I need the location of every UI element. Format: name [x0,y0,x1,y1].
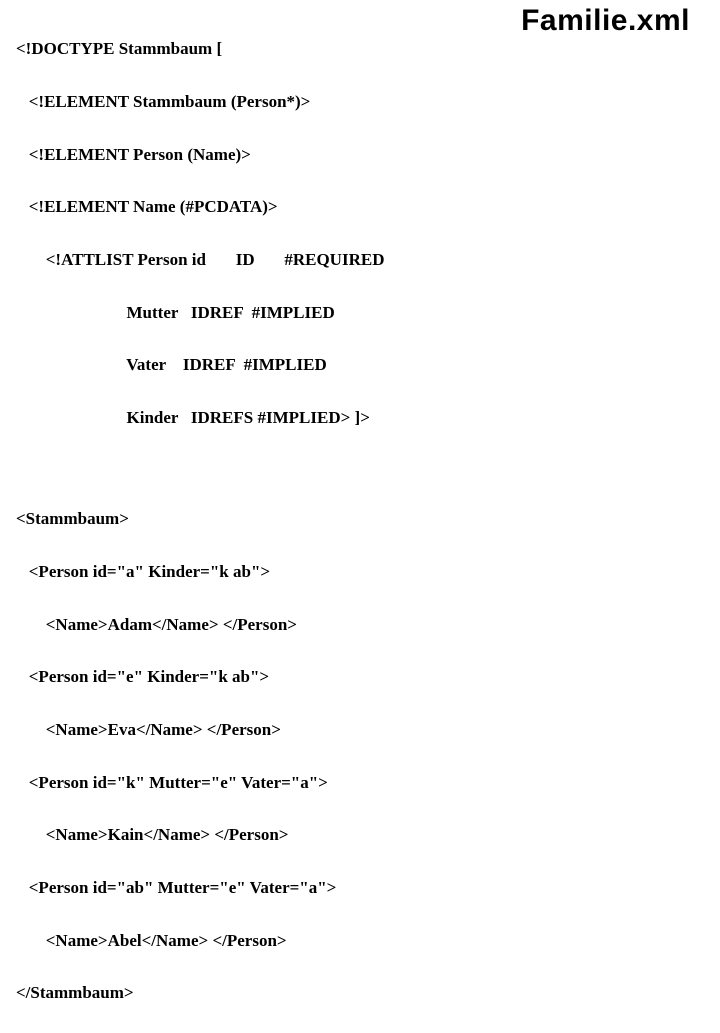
xml-line: </Stammbaum> [16,980,704,1006]
document-title: Familie.xml [521,4,690,38]
dtd-line: <!DOCTYPE Stammbaum [ [16,36,704,62]
xml-line: <Person id="a" Kinder="k ab"> [16,559,704,585]
dtd-line: Kinder IDREFS #IMPLIED> ]> [16,405,704,431]
xml-line: <Name>Adam</Name> </Person> [16,612,704,638]
dtd-line: <!ATTLIST Person id ID #REQUIRED [16,247,704,273]
xml-line: <Name>Eva</Name> </Person> [16,717,704,743]
xml-block: <Stammbaum> <Person id="a" Kinder="k ab"… [16,480,704,1033]
xml-line: <Person id="e" Kinder="k ab"> [16,664,704,690]
dtd-block: <!DOCTYPE Stammbaum [ <!ELEMENT Stammbau… [16,10,704,458]
xml-line: <Name>Kain</Name> </Person> [16,822,704,848]
dtd-line: <!ELEMENT Stammbaum (Person*)> [16,89,704,115]
dtd-line: <!ELEMENT Name (#PCDATA)> [16,194,704,220]
xml-line: <Name>Abel</Name> </Person> [16,928,704,954]
xml-line: <Person id="ab" Mutter="e" Vater="a"> [16,875,704,901]
dtd-line: Vater IDREF #IMPLIED [16,352,704,378]
dtd-line: Mutter IDREF #IMPLIED [16,300,704,326]
xml-line: <Stammbaum> [16,506,704,532]
xml-line: <Person id="k" Mutter="e" Vater="a"> [16,770,704,796]
dtd-line: <!ELEMENT Person (Name)> [16,142,704,168]
